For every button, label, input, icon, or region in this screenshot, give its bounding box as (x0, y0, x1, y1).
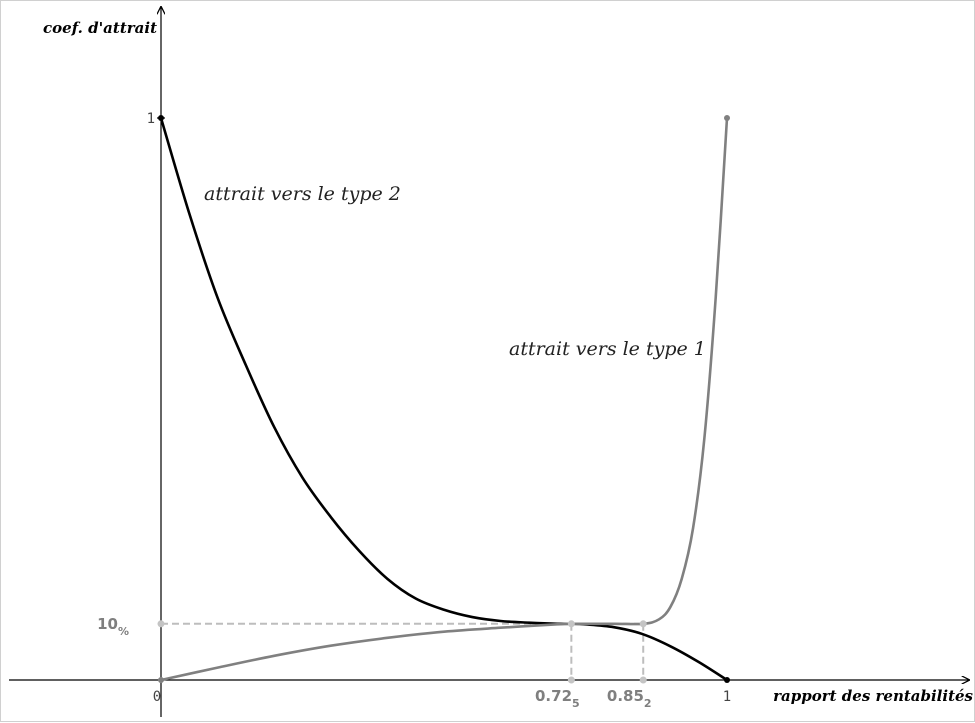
x-special-tick-label-0: 0.725 (535, 687, 580, 710)
point-intersection-0 (567, 620, 575, 628)
x-tick-label-0: 0 (153, 689, 161, 705)
point-10pct-axis (157, 620, 165, 628)
series-label-type-2: attrait vers le type 2 (204, 183, 401, 205)
point-type-1-start (158, 677, 164, 683)
point-type-1-end (724, 115, 730, 121)
point-type-2-end (724, 677, 730, 683)
point-x-axis-0 (567, 676, 575, 684)
x-tick-label-1: 1 (723, 689, 731, 705)
y-tick-label-1: 1 (147, 111, 155, 127)
y-axis-title: coef. d'attrait (43, 19, 157, 37)
x-special-tick-label-1: 0.852 (607, 687, 652, 710)
point-intersection-1 (639, 620, 647, 628)
series-label-type-1: attrait vers le type 1 (509, 338, 706, 360)
series-line-type-1 (159, 116, 729, 682)
series-line-type-2 (159, 116, 729, 682)
x-axis-title: rapport des rentabilités (773, 687, 973, 705)
point-x-axis-1 (639, 676, 647, 684)
y-special-tick-label: 10% (97, 615, 129, 638)
